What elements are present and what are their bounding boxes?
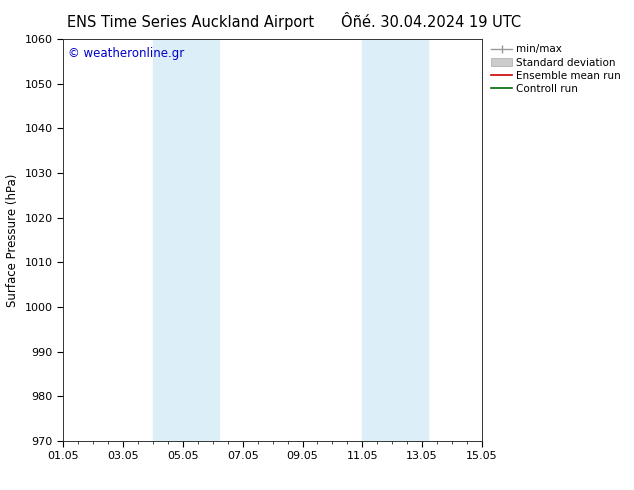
Legend: min/max, Standard deviation, Ensemble mean run, Controll run: min/max, Standard deviation, Ensemble me… (491, 45, 621, 94)
Bar (153, 39, 219, 441)
Bar (362, 39, 428, 441)
Text: © weatheronline.gr: © weatheronline.gr (68, 47, 184, 60)
Text: Ôñé. 30.04.2024 19 UTC: Ôñé. 30.04.2024 19 UTC (341, 15, 521, 30)
Text: ENS Time Series Auckland Airport: ENS Time Series Auckland Airport (67, 15, 314, 30)
Y-axis label: Surface Pressure (hPa): Surface Pressure (hPa) (6, 173, 19, 307)
